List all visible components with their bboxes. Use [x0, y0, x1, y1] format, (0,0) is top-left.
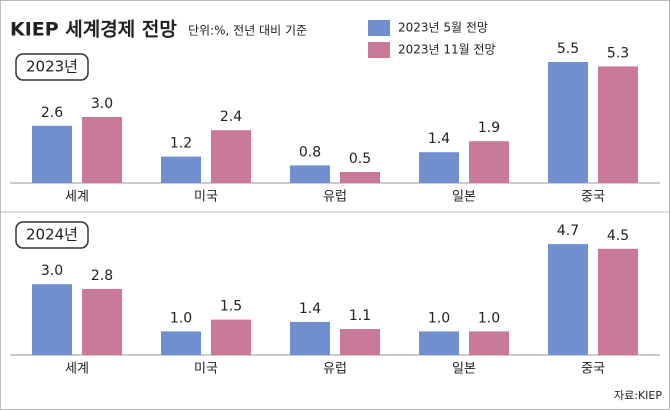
subtitle: 단위:%, 전년 대비 기준 [188, 24, 307, 38]
data-label: 1.5 [220, 299, 242, 315]
bar [161, 331, 201, 355]
data-label: 1.0 [428, 310, 450, 326]
panel-label-box [15, 221, 89, 249]
data-label: 1.1 [349, 308, 371, 324]
bar [290, 165, 330, 183]
x-tick-label: 일본 [452, 190, 476, 205]
panel-label: 2023년 [26, 58, 78, 76]
bar [32, 125, 72, 183]
bar [82, 117, 122, 183]
bar [32, 284, 72, 355]
data-label: 1.0 [478, 310, 500, 326]
data-label: 1.4 [428, 131, 450, 147]
x-tick-label: 중국 [581, 190, 605, 205]
x-tick-label: 미국 [194, 190, 218, 205]
data-label: 3.0 [41, 263, 63, 279]
x-tick-label: 유럽 [323, 190, 347, 205]
data-label: 3.0 [91, 96, 113, 112]
data-label: 2.4 [220, 109, 242, 125]
bar [598, 248, 638, 355]
legend-swatch [368, 20, 390, 36]
bar [161, 156, 201, 183]
bar [82, 288, 122, 355]
bar [340, 329, 380, 355]
data-label: 0.5 [349, 151, 371, 167]
legend-swatch [368, 42, 390, 58]
bar [340, 172, 380, 183]
data-label: 1.0 [170, 310, 192, 326]
data-label: 2.8 [91, 268, 113, 284]
bar [469, 141, 509, 183]
data-label: 5.5 [557, 41, 579, 57]
panel-label-box [15, 53, 89, 81]
bar [469, 331, 509, 355]
bar [548, 244, 588, 355]
data-label: 5.3 [607, 45, 629, 61]
legend-label: 2023년 5월 전망 [398, 21, 488, 35]
data-label: 1.9 [478, 120, 500, 136]
data-label: 0.8 [299, 144, 321, 160]
x-tick-label: 중국 [581, 362, 605, 377]
x-tick-label: 일본 [452, 362, 476, 377]
legend-label: 2023년 11월 전망 [398, 43, 496, 57]
data-label: 4.7 [557, 223, 579, 239]
data-label: 1.4 [299, 301, 321, 317]
x-tick-label: 미국 [194, 362, 218, 377]
chart-title: KIEP 세계경제 전망 [10, 19, 177, 41]
data-label: 4.5 [607, 228, 629, 244]
panel-label: 2024년 [26, 226, 78, 244]
x-tick-label: 세계 [65, 190, 89, 205]
x-tick-label: 세계 [65, 362, 89, 377]
bar [548, 62, 588, 183]
data-label: 2.6 [41, 105, 63, 121]
data-label: 1.2 [170, 136, 192, 152]
x-tick-label: 유럽 [323, 362, 347, 377]
bar [211, 319, 251, 355]
bar [419, 331, 459, 355]
source: 자료:KIEP [614, 389, 662, 402]
bar [211, 130, 251, 183]
bar [290, 321, 330, 355]
bar [598, 66, 638, 183]
bar [419, 152, 459, 183]
